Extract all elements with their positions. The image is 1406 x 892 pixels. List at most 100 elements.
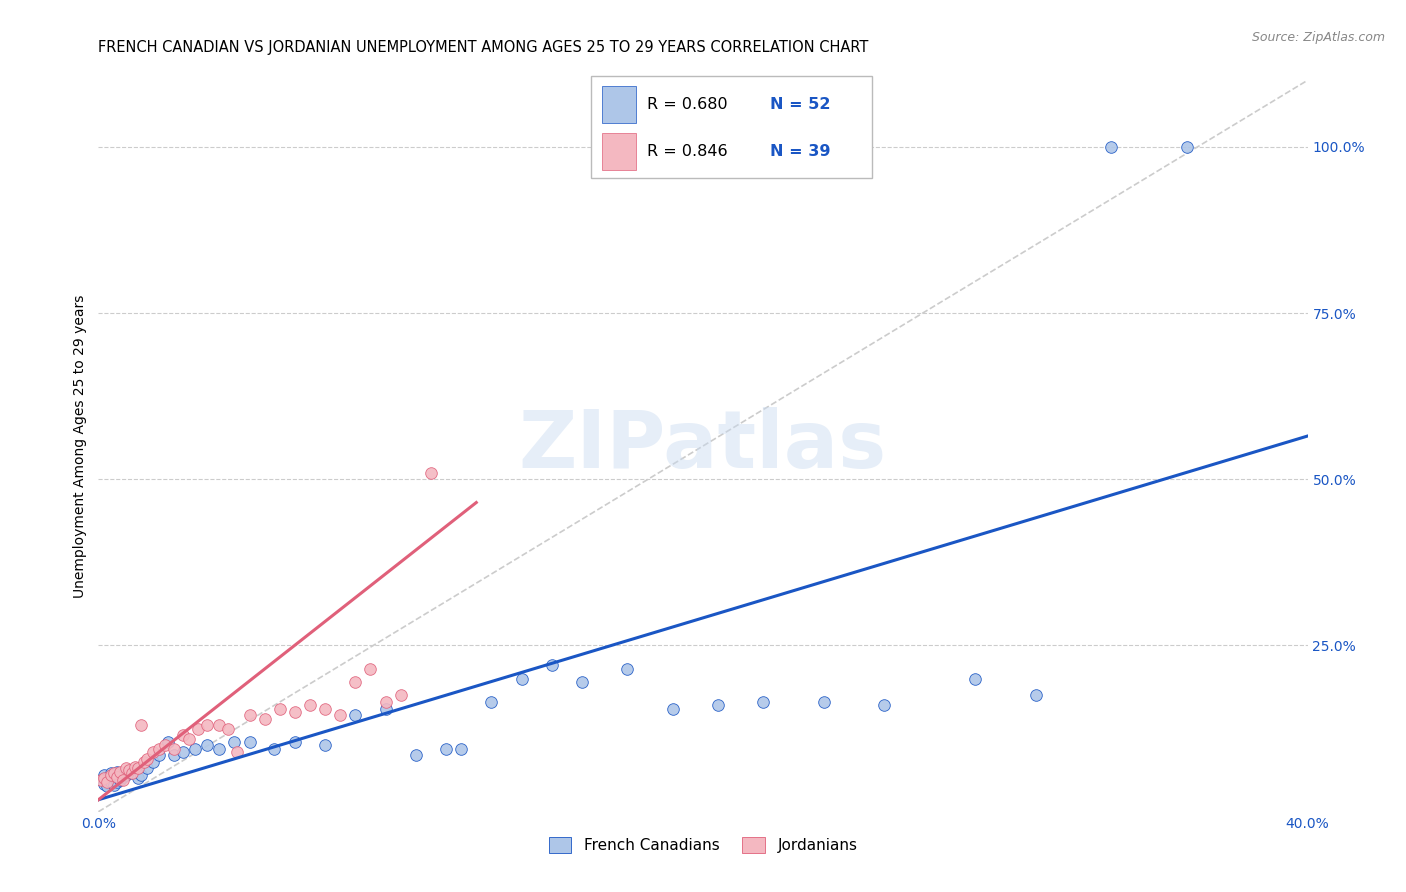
Point	[108, 764, 131, 779]
Point	[114, 768, 136, 782]
Point	[96, 780, 118, 794]
Point	[142, 755, 165, 769]
Point	[142, 745, 165, 759]
Point	[434, 741, 457, 756]
Point	[121, 766, 143, 780]
FancyBboxPatch shape	[591, 76, 872, 178]
Text: N = 39: N = 39	[770, 145, 831, 160]
Point	[813, 695, 835, 709]
Point	[616, 662, 638, 676]
Point	[129, 768, 152, 782]
Point	[93, 768, 115, 782]
Point	[118, 764, 141, 778]
Point	[284, 705, 307, 719]
Point	[127, 772, 149, 786]
Point	[481, 695, 503, 709]
Point	[148, 741, 170, 756]
Point	[195, 718, 218, 732]
Point	[105, 770, 128, 784]
Point	[224, 735, 246, 749]
Point	[100, 766, 122, 780]
Point	[172, 728, 194, 742]
Point	[124, 759, 146, 773]
Point	[103, 770, 125, 784]
Point	[195, 738, 218, 752]
Point	[314, 738, 336, 752]
Point	[187, 722, 209, 736]
Point	[374, 701, 396, 715]
Point	[105, 764, 128, 779]
Point	[450, 741, 472, 756]
Text: Source: ZipAtlas.com: Source: ZipAtlas.com	[1251, 31, 1385, 45]
Point	[344, 675, 367, 690]
Point	[314, 701, 336, 715]
Point	[148, 748, 170, 763]
Point	[118, 764, 141, 779]
Point	[163, 741, 186, 756]
Point	[263, 741, 285, 756]
Point	[374, 695, 396, 709]
Point	[111, 770, 134, 784]
Point	[179, 731, 201, 746]
Point	[226, 745, 249, 759]
Point	[329, 708, 352, 723]
Text: R = 0.680: R = 0.680	[647, 97, 727, 112]
Point	[360, 662, 382, 676]
Point	[389, 689, 412, 703]
Point	[127, 762, 149, 776]
Point	[571, 675, 593, 690]
Point	[965, 672, 987, 686]
Point	[93, 772, 115, 786]
Point	[344, 708, 367, 723]
FancyBboxPatch shape	[602, 133, 636, 170]
Point	[90, 772, 112, 787]
Point	[269, 701, 291, 715]
Point	[217, 722, 239, 736]
Point	[420, 466, 443, 480]
Point	[540, 658, 562, 673]
Point	[184, 741, 207, 756]
Point	[153, 738, 176, 752]
Text: R = 0.846: R = 0.846	[647, 145, 727, 160]
Point	[103, 766, 125, 780]
Point	[284, 735, 307, 749]
Point	[100, 768, 122, 782]
Point	[114, 762, 136, 776]
Point	[1024, 689, 1046, 703]
Point	[208, 741, 231, 756]
Point	[752, 695, 775, 709]
Point	[96, 772, 118, 786]
Point	[100, 774, 122, 789]
Point	[299, 698, 322, 713]
Point	[208, 718, 231, 732]
FancyBboxPatch shape	[602, 87, 636, 123]
Point	[1099, 140, 1122, 154]
Text: ZIPatlas: ZIPatlas	[519, 407, 887, 485]
Point	[239, 735, 262, 749]
Point	[132, 755, 155, 769]
Text: N = 52: N = 52	[770, 97, 831, 112]
Point	[129, 718, 152, 732]
Point	[105, 775, 128, 789]
Point	[156, 735, 179, 749]
Legend: French Canadians, Jordanians: French Canadians, Jordanians	[543, 830, 863, 859]
Point	[405, 748, 427, 763]
Point	[121, 766, 143, 780]
Point	[510, 672, 533, 686]
Text: FRENCH CANADIAN VS JORDANIAN UNEMPLOYMENT AMONG AGES 25 TO 29 YEARS CORRELATION : FRENCH CANADIAN VS JORDANIAN UNEMPLOYMEN…	[98, 40, 869, 55]
Point	[111, 772, 134, 787]
Point	[163, 748, 186, 763]
Point	[96, 774, 118, 789]
Point	[1175, 140, 1198, 154]
Point	[135, 751, 157, 765]
Point	[90, 772, 112, 787]
Y-axis label: Unemployment Among Ages 25 to 29 years: Unemployment Among Ages 25 to 29 years	[73, 294, 87, 598]
Point	[108, 772, 131, 787]
Point	[661, 701, 683, 715]
Point	[707, 698, 730, 713]
Point	[93, 777, 115, 791]
Point	[253, 712, 276, 726]
Point	[239, 708, 262, 723]
Point	[135, 762, 157, 776]
Point	[172, 745, 194, 759]
